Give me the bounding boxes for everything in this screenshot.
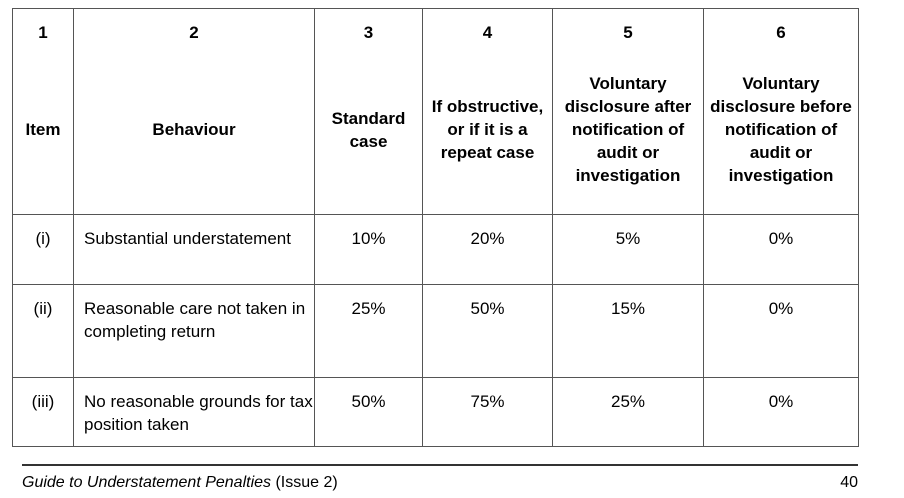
item-cell: (iii) (12, 377, 74, 447)
column-label: If obstructive, or if it is a repeat cas… (431, 97, 544, 162)
footer-title: Guide to Understatement Penalties (22, 474, 272, 491)
column-number: 2 (189, 23, 199, 42)
header-obstructive: 4 If obstructive, or if it is a repeat ca… (422, 8, 553, 215)
footer-divider (22, 464, 858, 466)
item-cell: (i) (12, 214, 74, 285)
page-footer: Guide to Understatement Penalties (Issue… (22, 474, 858, 492)
obstructive-cell: 75% (422, 377, 553, 447)
column-number: 4 (482, 23, 493, 42)
column-label: Behaviour (152, 120, 236, 139)
behaviour-cell: Reasonable care not taken in completing … (73, 284, 315, 378)
header-standard: 3 Standard case (314, 8, 423, 215)
standard-cell: 25% (314, 284, 423, 378)
before-notification-cell: 0% (703, 214, 859, 285)
before-notification-cell: 0% (703, 284, 859, 378)
column-number: 3 (363, 23, 374, 42)
penalties-table: 1 Item 2 Behaviour 3 Standard case 4 If obst… (12, 8, 859, 447)
column-number: 5 (623, 23, 633, 42)
footer-document-title: Guide to Understatement Penalties (Issue… (22, 474, 338, 492)
after-notification-cell: 5% (552, 214, 704, 285)
table-row: (i) Substantial understatement 10% 20% 5… (12, 214, 859, 285)
header-before-notification: 6 Voluntary disclosure before notificatio… (703, 8, 859, 215)
header-after-notification: 5 Voluntary disclosure after notification… (552, 8, 704, 215)
header-behaviour: 2 Behaviour (73, 8, 315, 215)
column-label: Item (25, 120, 61, 139)
obstructive-cell: 20% (422, 214, 553, 285)
column-label: Standard case (331, 108, 406, 151)
behaviour-cell: No reasonable grounds for tax position t… (73, 377, 315, 447)
column-number: 6 (776, 23, 786, 42)
column-label: Voluntary disclosure after notification … (564, 74, 692, 185)
table-row: (ii) Reasonable care not taken in comple… (12, 284, 859, 378)
behaviour-cell: Substantial understatement (73, 214, 315, 285)
header-row: 1 Item 2 Behaviour 3 Standard case 4 If obst… (12, 8, 859, 215)
item-cell: (ii) (12, 284, 74, 378)
footer-issue: (Issue 2) (271, 474, 338, 491)
standard-cell: 10% (314, 214, 423, 285)
table-row: (iii) No reasonable grounds for tax posi… (12, 377, 859, 447)
column-label: Voluntary disclosure before notification… (710, 74, 852, 185)
page-number: 40 (840, 474, 858, 491)
column-number: 1 (38, 23, 48, 42)
standard-cell: 50% (314, 377, 423, 447)
after-notification-cell: 25% (552, 377, 704, 447)
obstructive-cell: 50% (422, 284, 553, 378)
header-item: 1 Item (12, 8, 74, 215)
after-notification-cell: 15% (552, 284, 704, 378)
before-notification-cell: 0% (703, 377, 859, 447)
